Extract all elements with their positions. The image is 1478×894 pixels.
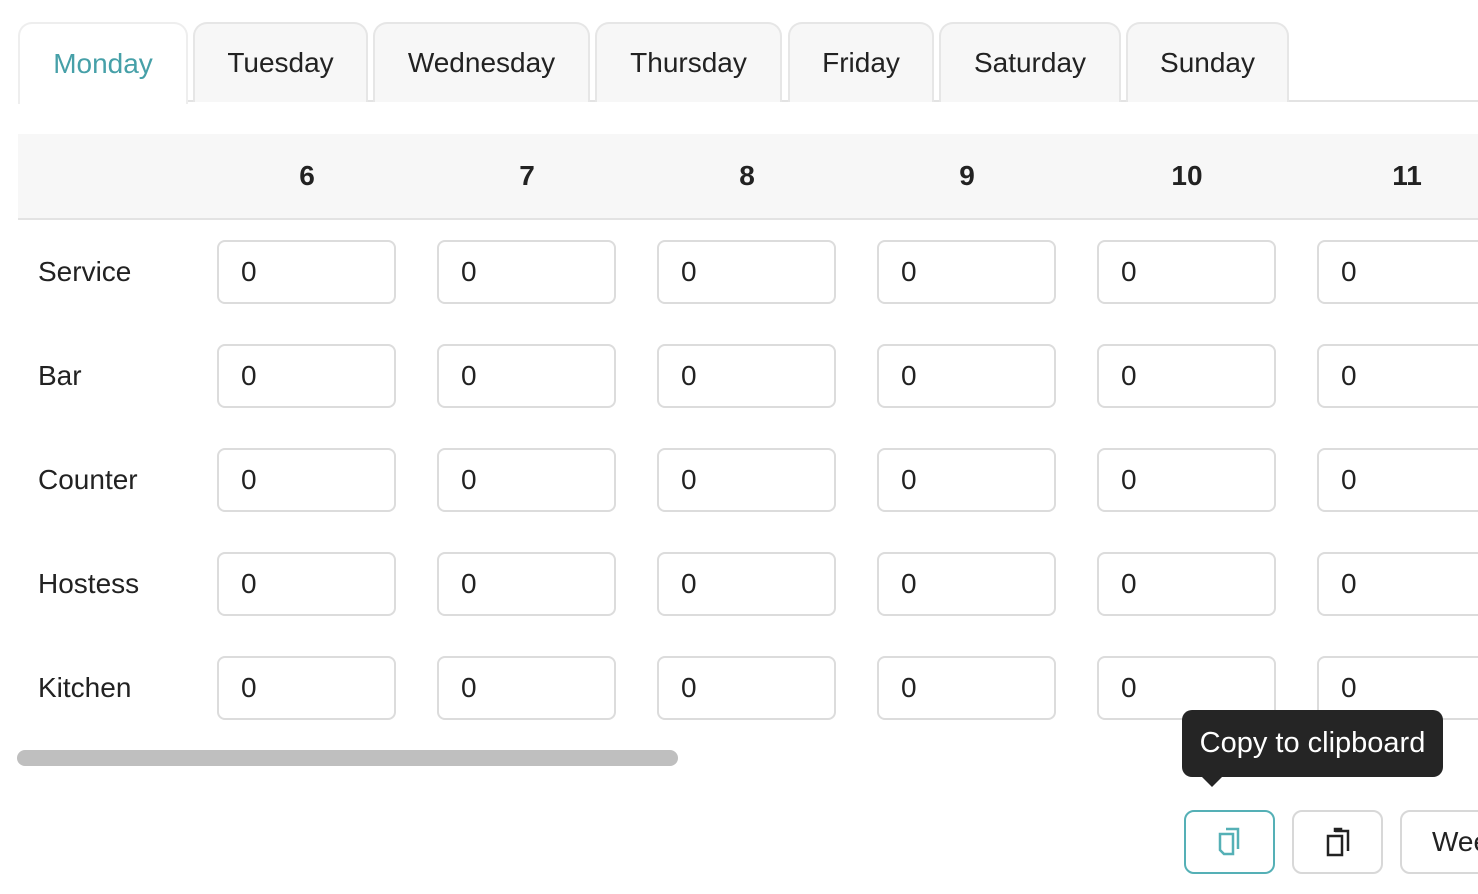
staff-count-input[interactable] — [877, 344, 1056, 408]
tab-wednesday[interactable]: Wednesday — [373, 22, 590, 102]
hour-header: 6 — [299, 160, 315, 191]
hour-header: 7 — [519, 160, 535, 191]
hour-header: 11 — [1392, 160, 1422, 191]
staff-count-input[interactable] — [657, 448, 836, 512]
copy-icon — [1218, 827, 1239, 856]
staff-count-input[interactable] — [1097, 656, 1276, 720]
staff-count-input[interactable] — [1317, 656, 1478, 720]
staff-count-input[interactable] — [437, 656, 616, 720]
staff-count-input[interactable] — [877, 448, 1056, 512]
staff-count-input[interactable] — [437, 344, 616, 408]
day-tabs: Monday Tuesday Wednesday Thursday Friday Satu… — [18, 22, 1478, 104]
table-row: Counter — [18, 428, 1478, 532]
staff-count-input[interactable] — [877, 552, 1056, 616]
row-label: Bar — [38, 360, 82, 391]
staffing-table: 6 7 8 9 10 11 Service Bar Counter Hostess Kitchen — [18, 134, 1478, 720]
week-button-label: Week — [1432, 826, 1478, 857]
staff-count-input[interactable] — [1097, 448, 1276, 512]
table-row: Bar — [18, 324, 1478, 428]
staff-count-input[interactable] — [437, 552, 616, 616]
staff-count-input[interactable] — [657, 240, 836, 304]
staff-count-input[interactable] — [1317, 240, 1478, 304]
staff-count-input[interactable] — [657, 344, 836, 408]
week-button[interactable]: Week — [1400, 810, 1478, 874]
staff-count-input[interactable] — [1317, 448, 1478, 512]
table-header: 6 7 8 9 10 11 — [18, 134, 1478, 220]
staff-count-input[interactable] — [657, 552, 836, 616]
tab-monday[interactable]: Monday — [18, 22, 188, 104]
copy-button[interactable] — [1184, 810, 1275, 874]
staff-count-input[interactable] — [217, 240, 396, 304]
table-row: Kitchen — [18, 636, 1478, 740]
row-label: Hostess — [38, 568, 140, 599]
row-label: Service — [38, 256, 132, 287]
staff-count-input[interactable] — [217, 552, 396, 616]
table-row: Hostess — [18, 532, 1478, 636]
staff-count-input[interactable] — [1097, 552, 1276, 616]
staff-count-input[interactable] — [1097, 240, 1276, 304]
staff-count-input[interactable] — [437, 448, 616, 512]
hour-header: 9 — [959, 160, 975, 191]
staff-count-input[interactable] — [877, 656, 1056, 720]
staff-count-input[interactable] — [217, 656, 396, 720]
staff-count-input[interactable] — [1097, 344, 1276, 408]
horizontal-scrollbar[interactable] — [17, 750, 678, 766]
hour-header: 8 — [739, 160, 755, 191]
staff-count-input[interactable] — [657, 656, 836, 720]
staff-count-input[interactable] — [217, 344, 396, 408]
tab-friday[interactable]: Friday — [788, 22, 934, 102]
tooltip: Copy to clipboard — [1182, 710, 1443, 787]
tab-saturday[interactable]: Saturday — [939, 22, 1121, 102]
tab-tuesday[interactable]: Tuesday — [193, 22, 368, 102]
staff-count-input[interactable] — [877, 240, 1056, 304]
staff-count-input[interactable] — [437, 240, 616, 304]
staff-count-input[interactable] — [217, 448, 396, 512]
row-label: Counter — [38, 464, 138, 495]
tab-thursday[interactable]: Thursday — [595, 22, 782, 102]
paste-button[interactable] — [1292, 810, 1383, 874]
staff-count-input[interactable] — [1317, 552, 1478, 616]
paste-clipboard-icon — [1326, 827, 1349, 857]
row-label: Kitchen — [38, 672, 132, 703]
staff-count-input[interactable] — [1317, 344, 1478, 408]
hour-header: 10 — [1171, 160, 1203, 191]
table-row: Service — [18, 220, 1478, 324]
tab-sunday[interactable]: Sunday — [1126, 22, 1289, 102]
